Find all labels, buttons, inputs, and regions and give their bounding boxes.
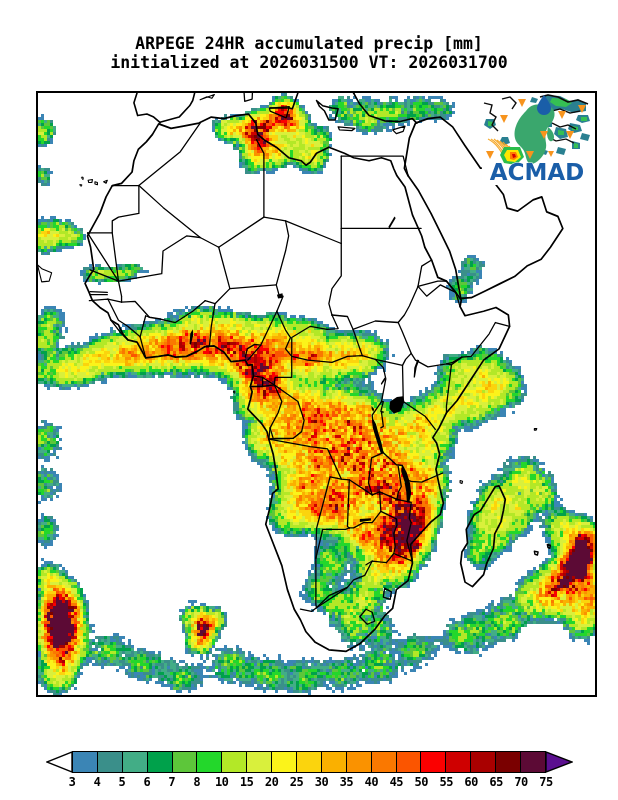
colorbar-swatch [521, 752, 545, 772]
colorbar-tick-label: 50 [414, 775, 429, 789]
colorbar-tick-label: 6 [143, 775, 151, 789]
colorbar-swatch [346, 752, 372, 772]
map-plot-area: 40N30N20N10NEQ10S20S30S40S20W10W010E20E3… [36, 91, 597, 697]
colorbar-tick-label: 15 [239, 775, 254, 789]
colorbar-swatch [471, 752, 497, 772]
colorbar-tick-label: 25 [289, 775, 304, 789]
y-tick [36, 167, 38, 169]
acmad-logo: ACMAD [482, 93, 592, 185]
colorbar-swatch [247, 752, 273, 772]
colorbar-swatch [496, 752, 522, 772]
colorbar-swatch [396, 752, 422, 772]
colorbar-swatch [272, 752, 298, 772]
y-tick [36, 694, 38, 696]
colorbar-swatches [72, 751, 546, 773]
colorbar-tick-label: 40 [364, 775, 379, 789]
y-tick [36, 318, 38, 320]
colorbar-tick-label: 30 [314, 775, 329, 789]
colorbar-tick-label: 4 [93, 775, 101, 789]
colorbar-swatch [197, 752, 223, 772]
colorbar-tick-label: 65 [489, 775, 503, 789]
colorbar-tick-label: 10 [214, 775, 229, 789]
colorbar-tick-label: 5 [118, 775, 126, 789]
colorbar-tick-label: 7 [168, 775, 176, 789]
colorbar [46, 751, 573, 773]
colorbar-over-arrow [545, 751, 573, 773]
colorbar-swatch [172, 752, 198, 772]
colorbar-tick-label: 60 [464, 775, 478, 789]
colorbar-swatch [97, 752, 123, 772]
figure-title: ARPEGE 24HR accumulated precip [mm] init… [0, 34, 618, 72]
colorbar-tick-label: 75 [539, 775, 553, 789]
colorbar-tick-label: 35 [339, 775, 354, 789]
colorbar-swatch [421, 752, 447, 772]
precip-raster [38, 93, 595, 695]
colorbar-under-arrow [46, 751, 73, 773]
colorbar-tick-label: 70 [514, 775, 528, 789]
acmad-wordmark: ACMAD [490, 160, 584, 185]
y-tick [36, 243, 38, 245]
y-tick [36, 619, 38, 621]
colorbar-tick-label: 20 [264, 775, 279, 789]
colorbar-tick-label: 3 [68, 775, 76, 789]
colorbar-tick-label: 45 [389, 775, 404, 789]
colorbar-tick-labels: 3 4 5 6 7 8 10 15 20 25 30 35 40 45 50 55 60 65 70 75 [46, 775, 572, 791]
colorbar-swatch [297, 752, 322, 772]
y-tick [36, 92, 38, 94]
colorbar-swatch [73, 752, 98, 772]
title-line-1: ARPEGE 24HR accumulated precip [mm] [135, 34, 483, 53]
colorbar-tick-label: 8 [193, 775, 201, 789]
y-tick [36, 468, 38, 470]
colorbar-tick-label: 55 [439, 775, 453, 789]
colorbar-swatch [446, 752, 472, 772]
colorbar-swatch [321, 752, 347, 772]
colorbar-swatch [122, 752, 148, 772]
y-tick [36, 393, 38, 395]
colorbar-swatch [222, 752, 248, 772]
y-tick [36, 544, 38, 546]
colorbar-swatch [147, 752, 173, 772]
title-line-2: initialized at 2026031500 VT: 2026031700 [110, 53, 508, 72]
colorbar-swatch [371, 752, 397, 772]
